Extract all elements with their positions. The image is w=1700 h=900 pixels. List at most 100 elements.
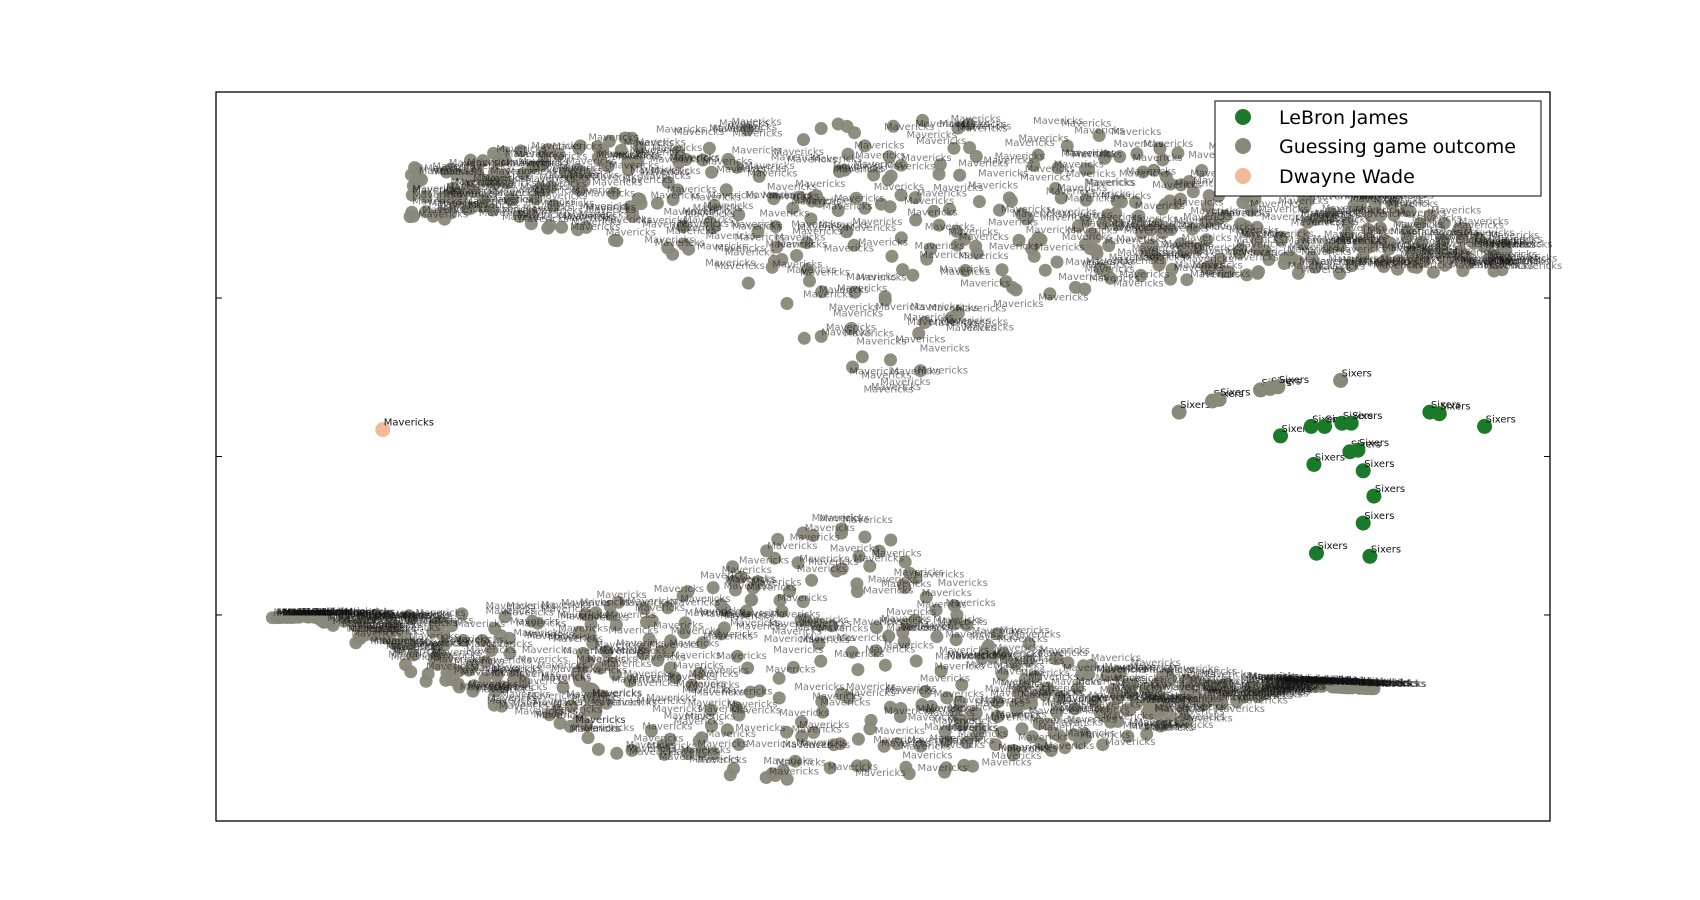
cluster-point-label: Mavericks	[559, 211, 609, 222]
cluster-point	[832, 165, 846, 178]
cluster-point	[803, 274, 816, 288]
cluster-point-label: Mavericks	[1397, 241, 1447, 252]
cluster-point-label: Mavericks	[653, 621, 703, 632]
cluster-point-label: Mavericks	[1353, 192, 1403, 203]
cluster-point-label: Mavericks	[833, 164, 883, 175]
cluster-point-label: Mavericks	[819, 220, 869, 231]
cluster-point	[1082, 162, 1095, 176]
cluster-point	[740, 123, 754, 137]
cluster-point	[1414, 235, 1428, 249]
cluster-point-label: Mavericks	[571, 186, 621, 197]
cluster-point-label: Mavericks	[939, 265, 989, 276]
cluster-point	[797, 331, 811, 345]
cluster-point	[607, 186, 621, 200]
cluster-point-label: Mavericks	[917, 188, 967, 199]
cluster-point-label: Mavericks	[1229, 225, 1279, 236]
cluster-point-label: Mavericks	[519, 214, 569, 225]
cluster-point-label: Mavericks	[919, 250, 969, 261]
cluster-point-label: Mavericks	[446, 182, 496, 193]
cluster-point	[1136, 165, 1150, 179]
cluster-point	[1322, 241, 1336, 255]
cluster-point-label: Mavericks	[671, 223, 721, 234]
cluster-point-label: Mavericks	[1337, 206, 1387, 217]
cluster-point	[780, 297, 794, 310]
cluster-point	[932, 167, 946, 181]
cluster-point-label: Mavericks	[1499, 257, 1549, 268]
cluster-point-label: Mavericks	[691, 193, 741, 204]
cluster-point	[1050, 255, 1064, 269]
cluster-point-label: Mavericks	[772, 260, 822, 271]
cluster-point	[1410, 260, 1424, 274]
cluster-point-label: Mavericks	[1144, 665, 1194, 676]
cluster-point	[1308, 260, 1322, 274]
cluster-point	[1164, 177, 1177, 191]
cluster-point	[676, 220, 690, 234]
cluster-point-label: Mavericks	[1144, 723, 1194, 734]
cluster-point-label: Mavericks	[419, 166, 469, 177]
cluster-point-label: Mavericks	[1111, 127, 1161, 138]
cluster-point-label: Mavericks	[803, 290, 853, 301]
cluster-point	[477, 193, 490, 207]
cluster-point-label: Mavericks	[1388, 199, 1438, 210]
cluster-point	[884, 353, 897, 367]
cluster-point	[814, 654, 828, 668]
cluster-point	[796, 526, 810, 540]
cluster-point-label: Mavericks	[537, 151, 587, 162]
cluster-point-label: Mavericks	[795, 179, 845, 190]
cluster-point	[1419, 249, 1433, 262]
cluster-point-label: Mavericks	[1132, 244, 1182, 255]
legend-marker-wade	[1235, 168, 1251, 184]
cluster-point-label: Mavericks	[775, 232, 825, 243]
series-dwayne-wade: Mavericks	[375, 418, 434, 438]
cluster-point	[1471, 232, 1485, 246]
cluster-point-label: Mavericks	[777, 239, 827, 250]
cluster-point	[800, 236, 814, 250]
cluster-point-label: Mavericks	[763, 191, 813, 202]
cluster-point-label: Mavericks	[1121, 690, 1171, 701]
cluster-point-label: Mavericks	[537, 179, 587, 190]
cluster-point-label: Mavericks	[1436, 232, 1486, 243]
cluster-point	[1058, 741, 1072, 755]
cluster-point-label: Mavericks	[523, 203, 573, 214]
cluster-point	[668, 671, 682, 685]
cluster-point-label: Mavericks	[961, 122, 1011, 133]
cluster-point	[1032, 233, 1046, 247]
cluster-point	[1111, 217, 1125, 231]
cluster-point-label: Mavericks	[630, 165, 680, 176]
cluster-point-label: Mavericks	[787, 155, 837, 166]
cluster-point	[547, 199, 561, 213]
cluster-point-label: Mavericks	[1174, 706, 1224, 717]
cluster-point-label: Mavericks	[1403, 260, 1453, 271]
cluster-point-label: Mavericks	[964, 322, 1014, 333]
cluster-point	[752, 169, 766, 183]
cluster-point-label: Mavericks	[327, 613, 377, 624]
cluster-point-label: Mavericks	[1369, 258, 1419, 269]
cluster-point-label: Mavericks	[412, 197, 462, 208]
cluster-point-label: Mavericks	[719, 119, 769, 130]
cluster-point-label: Mavericks	[735, 723, 785, 734]
cluster-point-label: Mavericks	[947, 723, 997, 734]
cluster-point-label: Mavericks	[1126, 167, 1176, 178]
cluster-point	[1201, 199, 1215, 213]
cluster-point-label: Mavericks	[846, 223, 896, 234]
cluster-point-label: Mavericks	[481, 173, 531, 184]
cluster-point-label: Mavericks	[1116, 234, 1166, 245]
cluster-point-label: Mavericks	[826, 323, 876, 334]
cluster-point-label: Mavericks	[531, 141, 581, 152]
cluster-point	[924, 242, 938, 256]
cluster-point	[631, 154, 645, 168]
cluster-point-label: Mavericks	[1378, 197, 1428, 208]
crescent-clusters: MavericksMavericksMavericksMavericksMave…	[265, 114, 1562, 786]
cluster-point	[1291, 254, 1305, 268]
cluster-point	[524, 217, 538, 231]
cluster-point-label: Mavericks	[586, 202, 636, 213]
cluster-point	[1426, 265, 1440, 279]
cluster-point-label: Mavericks	[566, 690, 616, 701]
cluster-point-label: Mavericks	[580, 201, 630, 212]
cluster-point-label: Mavericks	[493, 665, 543, 676]
cluster-point-label: Mavericks	[836, 163, 886, 174]
cluster-point	[574, 182, 588, 196]
cluster-point-label: Mavericks	[773, 645, 823, 656]
cluster-point-label: Mavericks	[544, 199, 594, 210]
cluster-point-label: Mavericks	[800, 268, 850, 279]
